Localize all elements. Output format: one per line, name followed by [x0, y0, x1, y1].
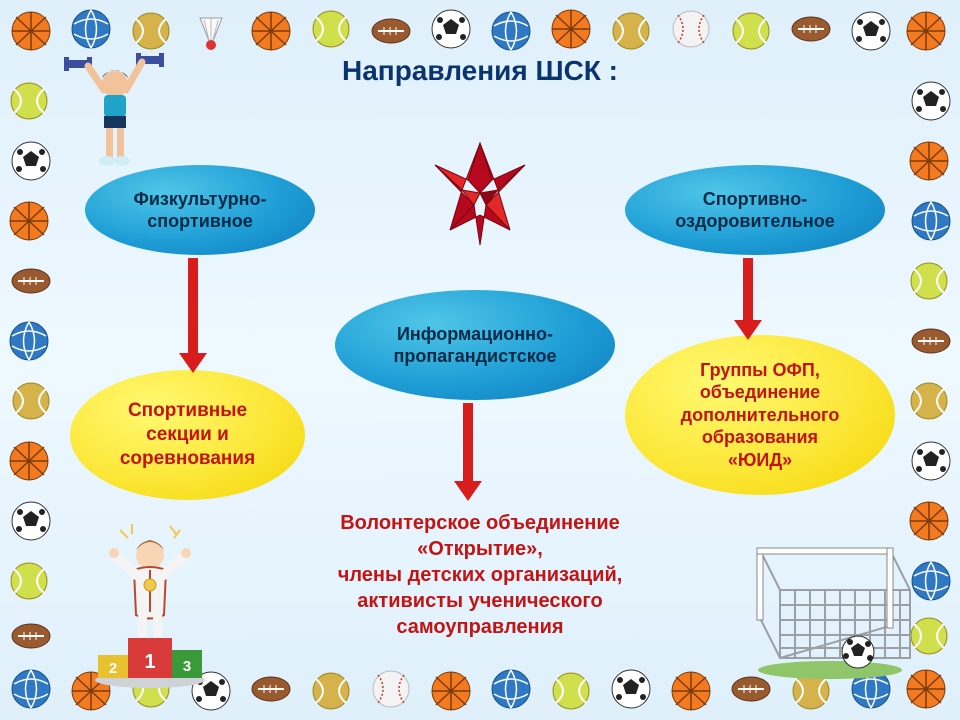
border-ball-icon [550, 8, 592, 50]
svg-text:1: 1 [144, 651, 155, 673]
border-ball-icon [910, 320, 952, 362]
border-ball-icon [250, 668, 292, 710]
slide-frame: Направления ШСК : [0, 0, 960, 720]
border-ball-icon [8, 440, 50, 482]
arrow-down-icon [461, 403, 475, 501]
border-ball-icon [8, 200, 50, 242]
border-ball-icon [10, 10, 52, 52]
diagram-node-n1: Физкультурно- спортивное [85, 165, 315, 255]
border-ball-icon [430, 8, 472, 50]
border-ball-icon [730, 10, 772, 52]
border-ball-icon [10, 140, 52, 182]
border-ball-icon [905, 10, 947, 52]
svg-text:3: 3 [183, 658, 191, 675]
border-ball-icon [790, 8, 832, 50]
border-ball-icon [910, 560, 952, 602]
diagram-node-n6: Волонтерское объединение «Открытие», чле… [280, 510, 680, 640]
node-label: Спортивно- оздоровительное [675, 188, 834, 233]
border-ball-icon [70, 8, 112, 50]
border-ball-icon [130, 10, 172, 52]
border-ball-icon [8, 560, 50, 602]
border-ball-icon [370, 668, 412, 710]
border-ball-icon [8, 320, 50, 362]
border-ball-icon [670, 670, 712, 712]
svg-text:2: 2 [109, 660, 117, 677]
border-ball-icon [910, 200, 952, 242]
border-ball-icon [908, 380, 950, 422]
border-ball-icon [908, 140, 950, 182]
soccer-goal-icon [740, 530, 915, 680]
border-ball-icon [490, 10, 532, 52]
athlete-dumbbells-icon [60, 50, 170, 170]
diagram-node-n3: Информационно- пропагандистское [335, 290, 615, 400]
border-ball-icon [10, 380, 52, 422]
arrow-down-icon [186, 258, 200, 373]
border-ball-icon [670, 8, 712, 50]
border-ball-icon [430, 670, 472, 712]
node-label: Физкультурно- спортивное [134, 188, 267, 233]
border-ball-icon [850, 10, 892, 52]
border-ball-icon [610, 668, 652, 710]
border-ball-icon [310, 670, 352, 712]
node-label: Спортивные секции и соревнования [120, 399, 255, 470]
border-ball-icon [490, 668, 532, 710]
border-ball-icon [370, 10, 412, 52]
border-ball-icon [310, 8, 352, 50]
red-star-icon [410, 135, 550, 255]
node-label: Информационно- пропагандистское [394, 323, 557, 368]
diagram-node-n4: Спортивные секции и соревнования [70, 370, 305, 500]
border-ball-icon [550, 670, 592, 712]
border-ball-icon [250, 10, 292, 52]
border-ball-icon [10, 668, 52, 710]
diagram-node-n5: Группы ОФП, объединение дополнительного … [625, 335, 895, 495]
border-ball-icon [910, 440, 952, 482]
border-ball-icon [10, 260, 52, 302]
podium-kid-icon: 1 2 3 [80, 520, 220, 690]
diagram-node-n2: Спортивно- оздоровительное [625, 165, 885, 255]
node-label: Группы ОФП, объединение дополнительного … [681, 359, 840, 472]
border-ball-icon [190, 8, 232, 50]
border-ball-icon [610, 10, 652, 52]
border-ball-icon [10, 500, 52, 542]
arrow-down-icon [741, 258, 755, 340]
border-ball-icon [908, 260, 950, 302]
border-ball-icon [10, 615, 52, 657]
